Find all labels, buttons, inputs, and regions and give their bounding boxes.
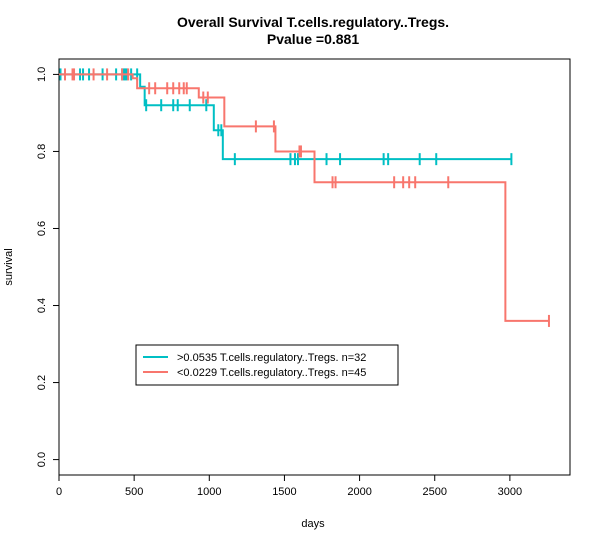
y-tick-label: 0.4 <box>36 298 48 313</box>
x-axis: 0 500 1000 1500 2000 2500 3000 <box>56 475 522 498</box>
legend-box <box>135 344 399 386</box>
plot-frame <box>58 58 571 476</box>
x-axis-label: days <box>301 518 325 530</box>
y-axis-label: survival <box>3 248 15 285</box>
x-tick-label: 1000 <box>197 486 221 498</box>
y-tick-label: 0.8 <box>36 144 48 159</box>
x-tick-label: 500 <box>125 486 143 498</box>
series-layer <box>59 68 550 327</box>
chart-title: Overall Survival T.cells.regulatory..Tre… <box>177 14 449 30</box>
y-axis: 0.0 0.2 0.4 0.6 0.8 1.0 <box>36 67 59 467</box>
y-tick-label: 0.2 <box>36 375 48 390</box>
y-tick-label: 1.0 <box>36 67 48 82</box>
series-0-curve <box>59 73 512 161</box>
y-tick-label: 0.6 <box>36 221 48 236</box>
chart-subtitle: Pvalue =0.881 <box>267 31 359 47</box>
legend: >0.0535 T.cells.regulatory..Tregs. n=32 … <box>135 344 399 386</box>
y-tick-label: 0.0 <box>36 452 48 467</box>
legend-entry-0: >0.0535 T.cells.regulatory..Tregs. n=32 <box>177 352 366 364</box>
x-tick-label: 3000 <box>498 486 522 498</box>
x-tick-label: 2500 <box>422 486 446 498</box>
x-tick-label: 1500 <box>272 486 296 498</box>
legend-entry-1: <0.0229 T.cells.regulatory..Tregs. n=45 <box>177 367 366 379</box>
series-1 <box>59 68 550 327</box>
series-1-curve <box>59 73 549 322</box>
x-tick-label: 2000 <box>347 486 371 498</box>
x-tick-label: 0 <box>56 486 62 498</box>
